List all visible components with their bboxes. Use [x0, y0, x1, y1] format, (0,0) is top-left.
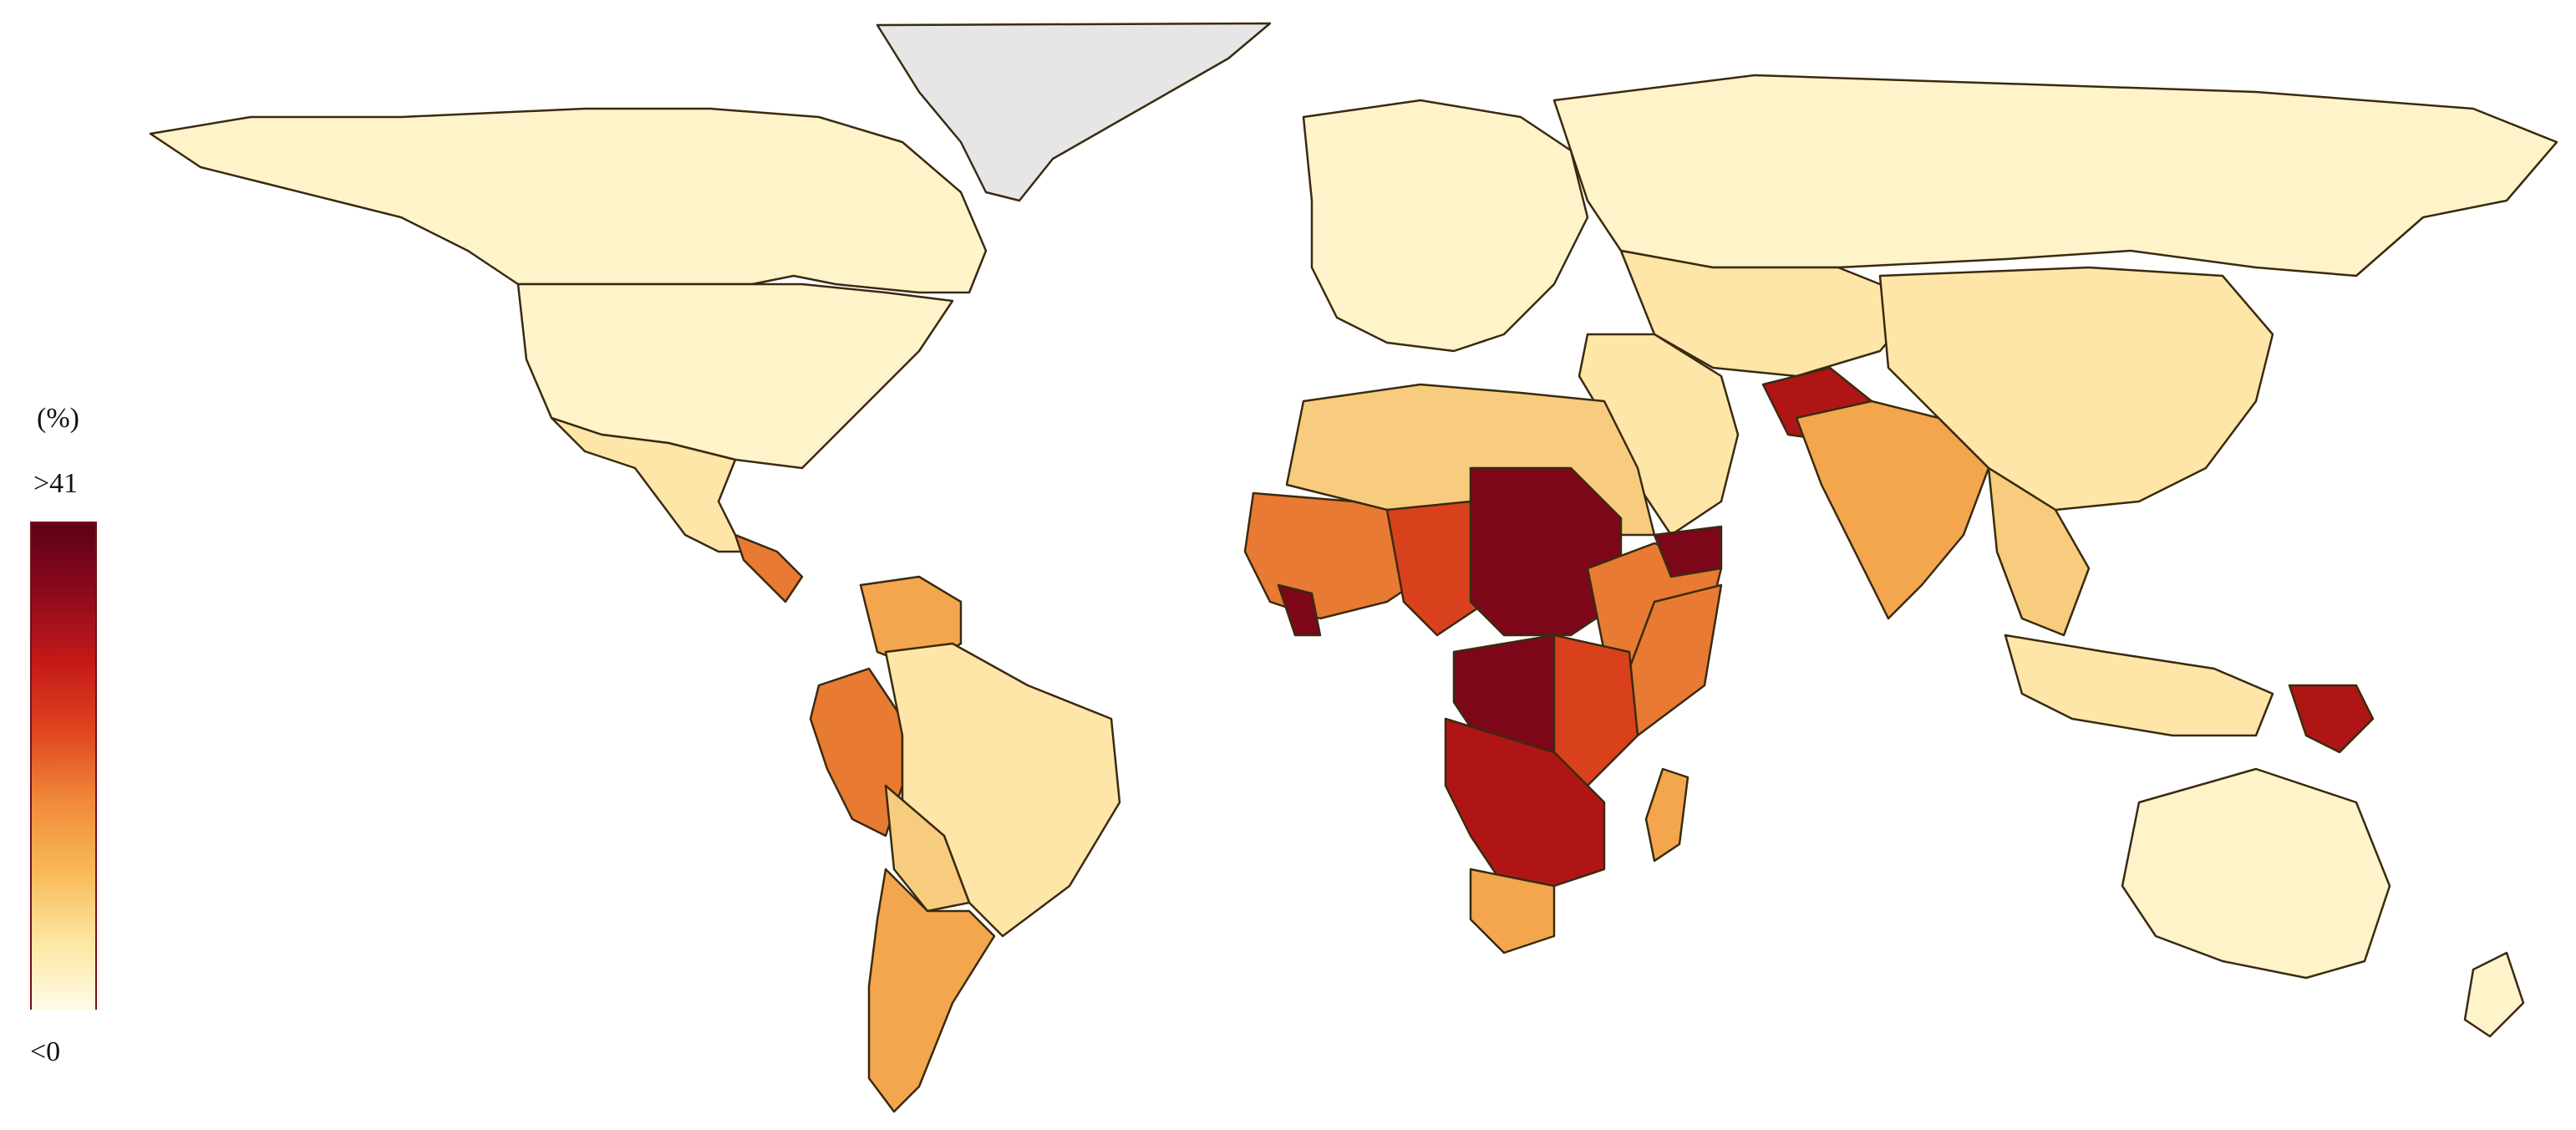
legend-unit-label: (%) [37, 403, 79, 434]
region-central-america [734, 533, 804, 603]
region-middle-east [1578, 333, 1740, 537]
region-canada-alaska [149, 107, 988, 294]
region-bolivia-paraguay [884, 784, 971, 913]
legend-min-label: <0 [30, 1036, 61, 1067]
region-maritime-asia [2004, 634, 2274, 737]
region-south-africa [1469, 868, 1556, 954]
region-madagascar [1644, 767, 1689, 863]
region-somalia [1628, 583, 1723, 737]
region-papua-new-guinea [2288, 684, 2375, 754]
region-sierra-leone-liberia [1277, 583, 1322, 637]
region-colombia-peru [809, 667, 904, 837]
region-argentina-chile [867, 868, 996, 1113]
region-east-africa [1552, 634, 1639, 787]
region-new-zealand [2463, 951, 2525, 1038]
region-chad-sudan [1469, 466, 1623, 637]
region-russia-north-asia [1552, 74, 2558, 277]
region-pakistan-india [1795, 400, 1990, 620]
region-china [1878, 266, 2274, 512]
region-yemen [1653, 525, 1723, 578]
legend-color-bar [30, 522, 97, 1010]
region-europe [1302, 99, 1589, 353]
region-southeast-asia [1987, 466, 2091, 637]
region-brazil [884, 642, 1121, 938]
region-greenland [876, 22, 1272, 202]
region-australia [2121, 767, 2391, 980]
legend-max-label: >41 [33, 468, 79, 499]
